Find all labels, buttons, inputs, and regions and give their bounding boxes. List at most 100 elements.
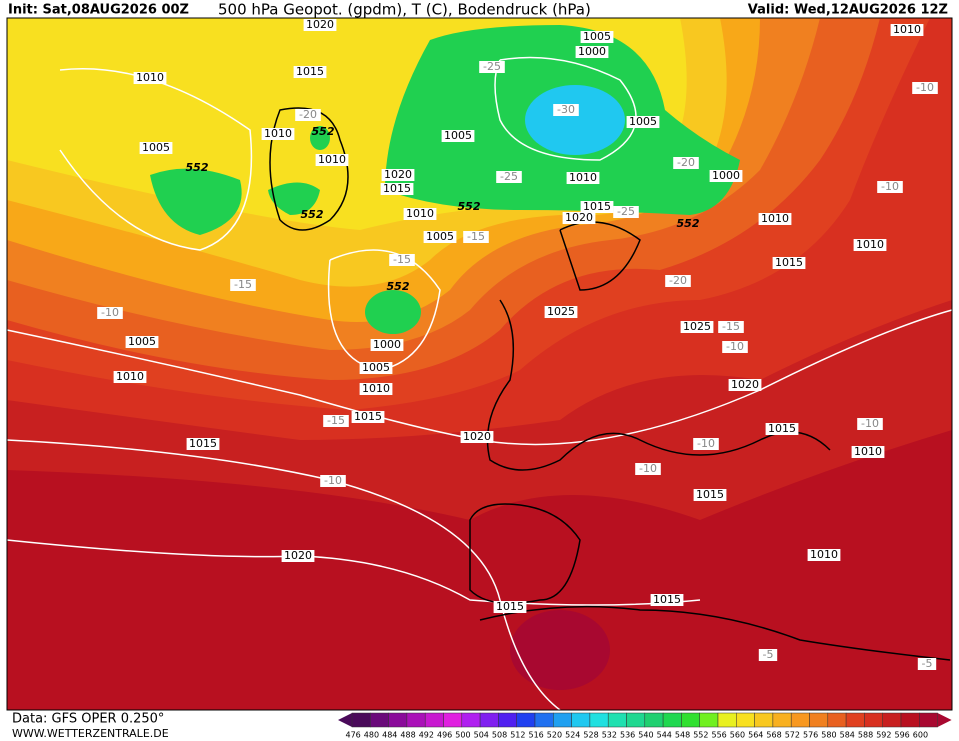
low-area bbox=[150, 168, 242, 235]
colorbar-label: 500 bbox=[455, 731, 470, 740]
colorbar-label: 488 bbox=[400, 731, 415, 740]
label-box bbox=[493, 601, 527, 613]
temperature-label: -10 bbox=[101, 306, 119, 319]
pressure-label: 1000 bbox=[578, 45, 606, 58]
temperature-label: -10 bbox=[697, 437, 715, 450]
pressure-label: 1005 bbox=[142, 141, 170, 154]
pressure-label: 1025 bbox=[547, 305, 575, 318]
label-box bbox=[890, 24, 924, 36]
colorbar-swatch bbox=[461, 712, 481, 728]
colorbar-swatch bbox=[424, 712, 444, 728]
pressure-label: 1015 bbox=[496, 600, 524, 613]
height-label: 552 bbox=[387, 280, 410, 293]
label-box bbox=[758, 649, 778, 661]
temperature-label: -25 bbox=[483, 60, 501, 73]
label-box bbox=[635, 463, 661, 475]
pressure-label: 1020 bbox=[284, 549, 312, 562]
colorbar-label: 528 bbox=[583, 731, 598, 740]
label-box bbox=[580, 31, 614, 43]
label-box bbox=[293, 66, 327, 78]
high-core bbox=[510, 610, 610, 690]
label-box bbox=[728, 379, 762, 391]
colorbar-swatch bbox=[882, 712, 902, 728]
label-box bbox=[460, 431, 494, 443]
map-title: 500 hPa Geopot. (gpdm), T (C), Bodendruc… bbox=[218, 1, 591, 19]
label-box bbox=[626, 116, 660, 128]
pressure-label: 1015 bbox=[583, 200, 611, 213]
pressure-label: 1010 bbox=[406, 207, 434, 220]
pressure-label: 1005 bbox=[426, 230, 454, 243]
pressure-label: 1005 bbox=[362, 361, 390, 374]
label-box bbox=[463, 231, 489, 243]
label-box bbox=[97, 307, 123, 319]
colorbar-label: 568 bbox=[766, 731, 781, 740]
colorbar-label: 536 bbox=[620, 731, 635, 740]
label-box bbox=[186, 438, 220, 450]
colorbar-swatch bbox=[900, 712, 920, 728]
colorbar-swatch bbox=[864, 712, 883, 728]
pressure-label: 1015 bbox=[696, 488, 724, 501]
colorbar-label: 512 bbox=[510, 731, 525, 740]
colorbar-swatch bbox=[681, 712, 700, 728]
pressure-label: 1015 bbox=[653, 593, 681, 606]
temperature-label: -5 bbox=[922, 657, 933, 670]
label-box bbox=[758, 213, 792, 225]
temperature-label: -20 bbox=[669, 274, 687, 287]
height-label: 552 bbox=[458, 200, 481, 213]
label-box bbox=[320, 475, 346, 487]
colorbar-swatch bbox=[479, 712, 499, 728]
colorbar-swatch bbox=[790, 712, 810, 728]
map-frame bbox=[6, 17, 953, 711]
pressure-label: 1010 bbox=[856, 238, 884, 251]
label-box bbox=[261, 128, 295, 140]
label-box bbox=[359, 383, 393, 395]
temperature-label: -25 bbox=[500, 170, 518, 183]
colorbar-label: 532 bbox=[602, 731, 617, 740]
label-box bbox=[281, 550, 315, 562]
colorbar-swatch bbox=[553, 712, 572, 728]
isobar bbox=[327, 249, 441, 371]
pressure-label: 1015 bbox=[768, 422, 796, 435]
label-box bbox=[807, 549, 841, 561]
height-label: 552 bbox=[186, 161, 209, 174]
colorbar-swatch bbox=[443, 712, 463, 728]
colorbar-label: 576 bbox=[803, 731, 818, 740]
temperature-label: -15 bbox=[327, 414, 345, 427]
label-box bbox=[139, 142, 173, 154]
label-box bbox=[772, 257, 806, 269]
colorbar-label: 480 bbox=[364, 731, 379, 740]
colorbar-label: 524 bbox=[565, 731, 580, 740]
label-box bbox=[479, 61, 505, 73]
temperature-label: -15 bbox=[722, 320, 740, 333]
label-box bbox=[381, 169, 415, 181]
pressure-label: 1010 bbox=[761, 212, 789, 225]
label-box bbox=[693, 438, 719, 450]
pressure-label: 1020 bbox=[306, 18, 334, 31]
pressure-label: 1005 bbox=[583, 30, 611, 43]
isobar bbox=[6, 539, 701, 606]
pressure-label: 1020 bbox=[463, 430, 491, 443]
colorbar-swatch bbox=[699, 712, 719, 728]
coastline bbox=[486, 299, 831, 471]
colorbar-label: 580 bbox=[821, 731, 836, 740]
colorbar-label: 588 bbox=[858, 731, 873, 740]
coastline bbox=[269, 107, 349, 231]
temperature-label: -15 bbox=[393, 253, 411, 266]
colorbar-label: 592 bbox=[876, 731, 891, 740]
colorbar-swatch bbox=[772, 712, 792, 728]
pressure-label: 1025 bbox=[683, 320, 711, 333]
height-label: 552 bbox=[301, 208, 324, 221]
label-box bbox=[851, 446, 885, 458]
coastlines bbox=[269, 107, 951, 661]
colorbar-label: 564 bbox=[748, 731, 763, 740]
colorbar-swatch bbox=[351, 712, 371, 728]
label-box bbox=[323, 415, 349, 427]
colorbar-swatch bbox=[534, 712, 554, 728]
temperature-label: -10 bbox=[726, 340, 744, 353]
pressure-label: 1010 bbox=[362, 382, 390, 395]
colorbar-swatch bbox=[370, 712, 389, 728]
label-box bbox=[351, 411, 385, 423]
label-box bbox=[722, 341, 748, 353]
isobar bbox=[494, 56, 637, 161]
label-box bbox=[650, 594, 684, 606]
